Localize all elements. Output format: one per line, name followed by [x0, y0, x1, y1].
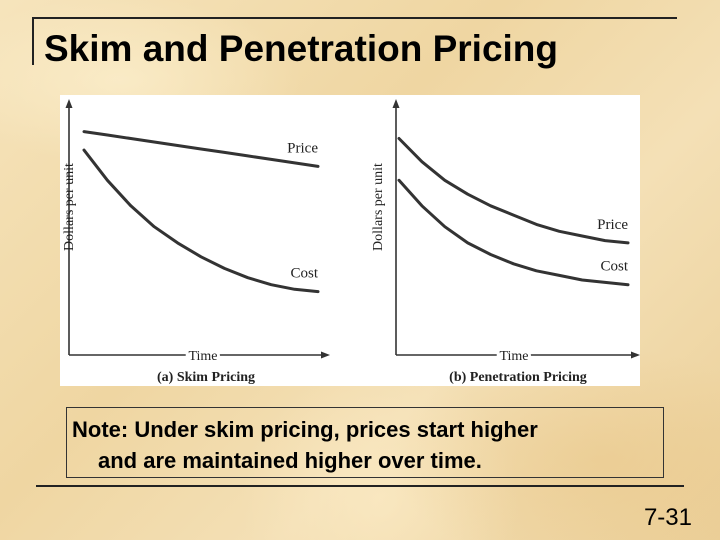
title-frame-top: [32, 17, 677, 19]
slide-number: 7-31: [643, 504, 692, 531]
price-curve-skim: [82, 130, 320, 168]
x-axis-arrow: [321, 351, 330, 359]
cost-curve-penetration: [397, 178, 630, 287]
title-frame-left: [32, 17, 34, 65]
y-axis-arrow: [65, 99, 73, 108]
y-axis-label: Dollars per unit: [371, 163, 386, 251]
chart-panel-skim: Time Dollars per unit (a) Skim Pricing Pric…: [62, 99, 330, 385]
price-label-skim: Price: [287, 140, 318, 156]
chart-caption: (a) Skim Pricing: [157, 370, 255, 385]
x-axis-label: Time: [188, 349, 217, 364]
cost-label-skim: Cost: [290, 266, 318, 282]
x-axis-arrow: [631, 351, 640, 359]
price-label-penetration: Price: [597, 217, 628, 233]
chart-panel-penetration: Time Dollars per unit (b) Penetration Pric…: [371, 99, 640, 385]
chart-caption: (b) Penetration Pricing: [449, 370, 587, 385]
pricing-charts: Time Dollars per unit (a) Skim Pricing Pric…: [62, 99, 640, 385]
note-box: [66, 407, 664, 478]
bottom-rule: [36, 485, 684, 487]
y-axis-arrow: [392, 99, 400, 108]
cost-label-penetration: Cost: [600, 259, 628, 275]
x-axis-label: Time: [499, 349, 528, 364]
cost-curve-skim: [82, 148, 320, 294]
note-text-line2: and are maintained higher over time.: [98, 448, 482, 473]
y-axis-label: Dollars per unit: [62, 163, 77, 251]
price-curve-penetration: [397, 137, 630, 245]
note-text-line1: Note: Under skim pricing, prices start h…: [72, 417, 538, 442]
pricing-figure: Time Dollars per unit (a) Skim Pricing Pric…: [60, 95, 640, 386]
slide-title: Skim and Penetration Pricing: [44, 28, 559, 69]
